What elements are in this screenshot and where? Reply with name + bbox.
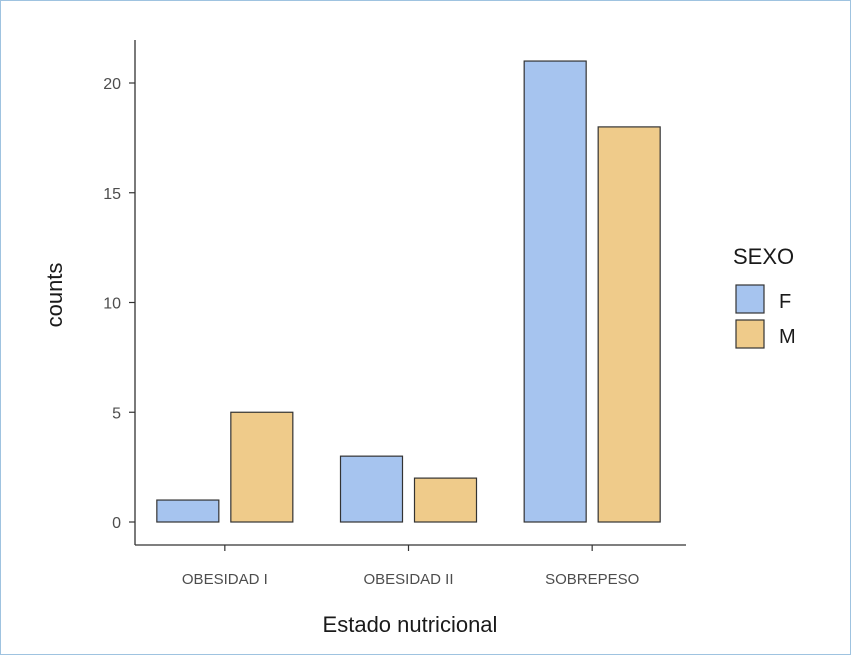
bar-m-obesidad-i [230,411,294,523]
legend-title: SEXO [733,244,794,269]
y-tick-label: 5 [112,405,121,422]
x-axis-title: Estado nutricional [323,612,498,637]
legend: SEXO FM [733,244,796,349]
bar-f-sobrepeso [523,60,587,523]
legend-key-f [735,284,765,314]
y-tick-label: 10 [103,296,121,313]
bar-f-obesidad-ii [339,455,404,523]
y-tick-label: 20 [103,76,121,93]
y-tick-label: 15 [103,186,121,203]
legend-label-f: F [779,291,791,313]
bar-m-obesidad-ii [413,477,478,523]
x-tick-label: OBESIDAD II [363,571,453,588]
bar-f-obesidad-i [156,499,220,523]
x-tick-label: OBESIDAD I [182,571,268,588]
y-axis-title: counts [42,263,67,328]
legend-key-m [735,319,765,349]
x-tick-label: SOBREPESO [545,571,639,588]
bar-m-sobrepeso [597,126,661,523]
legend-label-m: M [779,326,796,348]
y-tick-label: 0 [112,515,121,532]
